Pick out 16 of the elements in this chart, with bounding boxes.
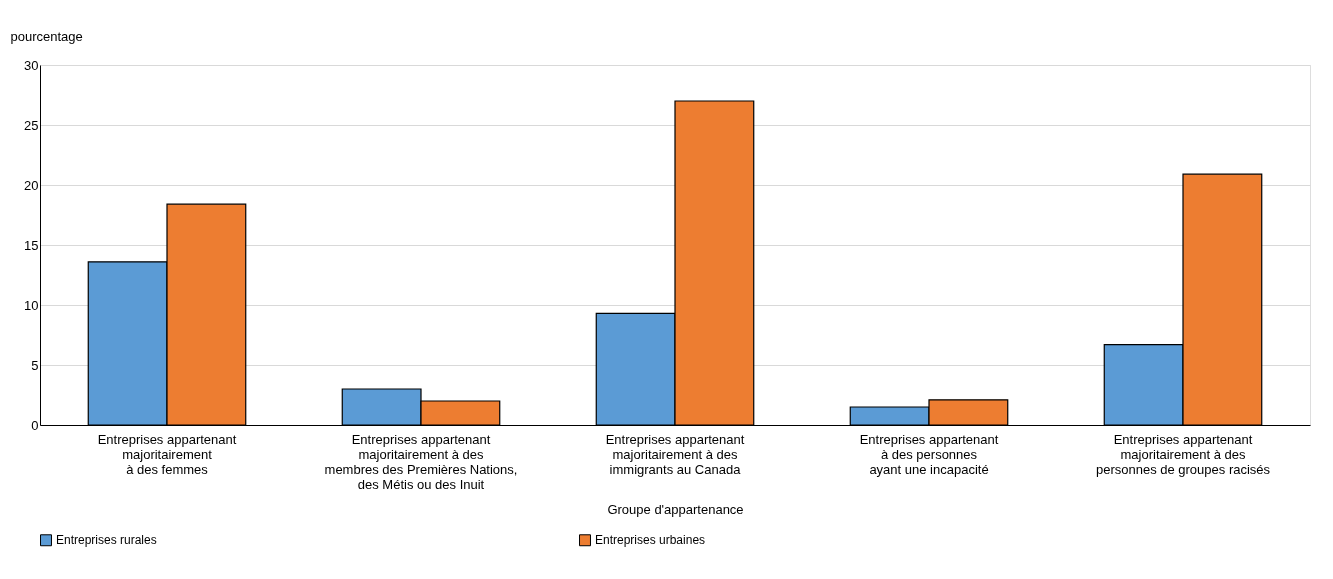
x-tick-label: Entreprises appartenant majoritairement à des immigrants au Canada xyxy=(605,431,745,477)
y-tick-label: 25 xyxy=(24,117,39,133)
x-tick-label: Entreprises appartenant majoritairement à des femmes xyxy=(97,431,237,477)
x-tick-label: Entreprises appartenant majoritairement à des membres des Premières Nations, des Métis ou des Inuit xyxy=(324,431,518,492)
x-tick-label: Entreprises appartenant majoritairement à des personnes de groupes racisés xyxy=(1095,431,1271,477)
legend-label: Entreprises rurales xyxy=(56,533,157,548)
x-axis-title: Groupe d'appartenance xyxy=(607,501,744,517)
y-tick-label: 30 xyxy=(24,57,39,73)
y-tick-label: 5 xyxy=(31,357,39,373)
y-axis-title: pourcentage xyxy=(10,28,83,44)
y-tick-label: 20 xyxy=(24,177,39,193)
y-tick-label: 10 xyxy=(24,297,39,313)
x-tick-label: Entreprises appartenant à des personnes ayant une incapacité xyxy=(859,431,999,477)
legend-label: Entreprises urbaines xyxy=(595,533,706,548)
y-tick-label: 15 xyxy=(24,237,39,253)
y-tick-label: 0 xyxy=(31,417,39,433)
